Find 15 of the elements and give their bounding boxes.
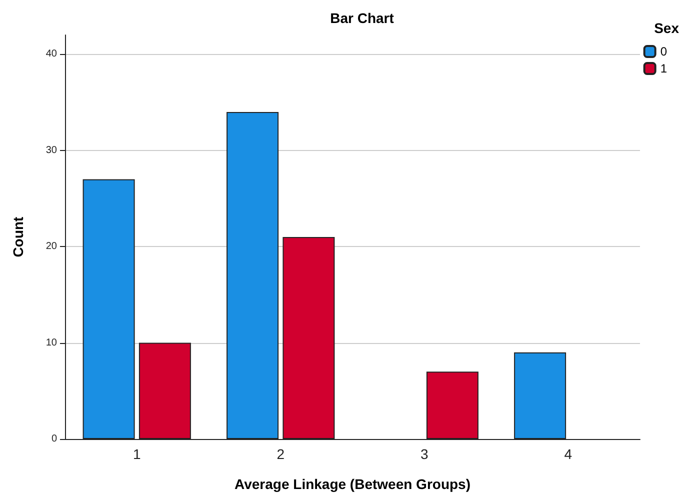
chart-title: Bar Chart <box>330 10 394 26</box>
y-axis-title: Count <box>10 216 26 258</box>
y-tick-label: 0 <box>51 434 58 444</box>
x-tick-label: 4 <box>564 446 572 462</box>
y-tick-label: 30 <box>46 144 58 156</box>
y-tick-label: 10 <box>46 337 58 348</box>
x-tick-label: 2 <box>276 446 285 462</box>
legend-label: 0 <box>660 44 668 58</box>
legend-label: 1 <box>660 62 668 76</box>
x-axis-title: Average Linkage (Between Groups) <box>234 476 470 492</box>
legend-title: Sex <box>654 20 680 36</box>
y-tick-label: 40 <box>46 48 58 60</box>
y-tick-label: 20 <box>46 241 58 252</box>
x-tick-label: 1 <box>132 446 141 462</box>
x-tick-label: 3 <box>420 446 428 462</box>
